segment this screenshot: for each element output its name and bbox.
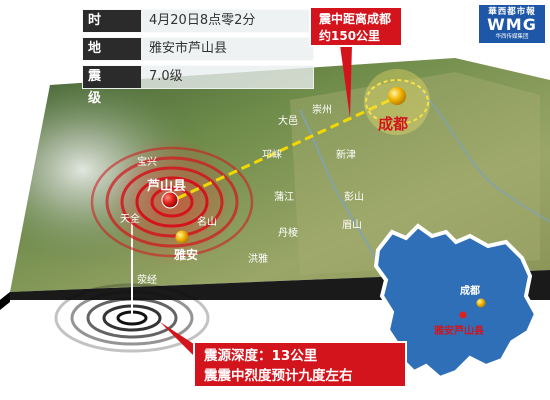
logo-wmg: WMG (487, 15, 537, 34)
depth-callout: 震源深度：13公里 震震中烈度预计九度左右 (193, 341, 407, 388)
label-xinjin: 新津 (336, 148, 356, 161)
epicenter-dot (161, 191, 179, 209)
distance-line (177, 98, 391, 200)
info-value-time: 4月20日8点零2分 (149, 13, 256, 28)
label-qionglai: 邛崃 (262, 149, 282, 161)
label-dayi: 大邑 (278, 114, 298, 127)
chengdu-dot (388, 87, 406, 105)
depth-callout-line1: 震源深度：13公里 (204, 348, 318, 364)
depth-pointer (160, 322, 200, 362)
label-pengshan: 彭山 (344, 190, 364, 203)
chengdu-label: 成都 (378, 115, 408, 133)
block-side (0, 292, 10, 310)
depth-callout-line2: 震震中烈度预计九度左右 (204, 368, 353, 384)
logo-newspaper-name: 華西都市報 (488, 7, 536, 17)
label-hongya: 洪雅 (248, 252, 268, 265)
seismic-waves (54, 283, 210, 353)
label-mingshan: 名山 (197, 215, 217, 228)
inset-chengdu-label: 成都 (460, 284, 480, 297)
river (299, 109, 381, 269)
river-2 (419, 89, 550, 223)
chengdu-ring (365, 79, 429, 125)
info-value-location: 雅安市芦山县 (149, 41, 228, 56)
info-key-location: 地点 (83, 38, 141, 78)
info-key-time: 时间 (83, 10, 141, 50)
inset-lushan-label: 雅安芦山县 (434, 324, 484, 337)
callout-pointer (340, 45, 352, 118)
distance-callout: 震中距离成都 约150公里 (309, 6, 403, 47)
label-tianquan: 天全 (120, 212, 140, 225)
label-pujiang: 蒲江 (274, 190, 294, 203)
epicenter-rings (90, 146, 254, 258)
epicenter-label: 芦山县 (147, 178, 186, 194)
info-key-magnitude: 震级 (83, 66, 141, 106)
label-danleng: 丹棱 (278, 226, 298, 239)
inset-chengdu-dot (476, 298, 486, 308)
wmg-logo: 華西都市報 WMG 华西传媒集团 (479, 5, 545, 43)
sichuan-inset: 成都 雅安芦山县 (373, 223, 539, 381)
logo-group-name: 华西传媒集团 (495, 34, 529, 40)
hypocenter-dot (128, 314, 136, 322)
yaan-label: 雅安 (173, 247, 198, 262)
plain-shading (290, 72, 540, 275)
info-row-location: 地点 雅安市芦山县 (82, 37, 314, 78)
inset-province-shape (373, 223, 539, 381)
label-meishan: 眉山 (342, 219, 362, 231)
label-chongzhou: 崇州 (312, 104, 332, 116)
label-yingjing: 荥经 (137, 273, 157, 286)
distance-callout-line2: 约150公里 (319, 29, 381, 43)
label-baoxing: 宝兴 (137, 155, 157, 168)
info-row-magnitude: 震级 7.0级 (82, 65, 314, 106)
info-row-time: 时间 4月20日8点零2分 (82, 9, 314, 50)
info-value-magnitude: 7.0级 (149, 69, 183, 84)
inset-lushan-dot (459, 311, 467, 319)
info-table: 时间 4月20日8点零2分 地点 雅安市芦山县 震级 7.0级 (82, 9, 314, 106)
yaan-dot (175, 230, 189, 244)
distance-callout-line1: 震中距离成都 (319, 12, 392, 26)
